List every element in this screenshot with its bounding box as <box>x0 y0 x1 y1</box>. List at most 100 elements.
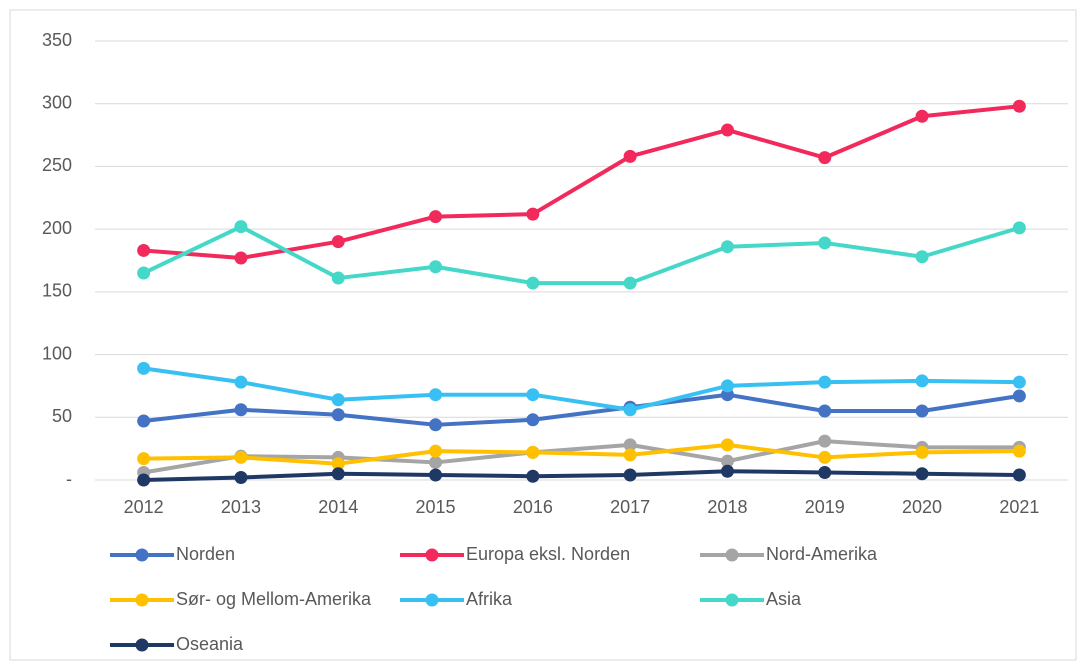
legend-marker <box>725 548 739 562</box>
legend-label: Norden <box>176 544 235 564</box>
legend-label: Sør- og Mellom-Amerika <box>176 589 372 609</box>
point <box>526 276 540 290</box>
chart-frame <box>9 9 1077 661</box>
legend-label: Asia <box>766 589 802 609</box>
y-tick-label: 150 <box>42 281 72 301</box>
point <box>915 250 929 264</box>
x-tick-label: 2014 <box>318 497 358 517</box>
legend-label: Nord-Amerika <box>766 544 878 564</box>
x-tick-label: 2021 <box>999 497 1039 517</box>
y-tick-label: 300 <box>42 92 72 112</box>
legend-marker <box>425 548 439 562</box>
point <box>137 266 151 280</box>
point <box>137 452 151 466</box>
point <box>915 467 929 481</box>
point <box>429 210 443 224</box>
point <box>526 445 540 459</box>
y-tick-label: 200 <box>42 218 72 238</box>
point <box>429 388 443 402</box>
series-line <box>143 442 1020 466</box>
point <box>818 375 832 389</box>
x-tick-label: 2015 <box>416 497 456 517</box>
x-tick-label: 2016 <box>513 497 553 517</box>
point <box>818 151 832 165</box>
point <box>818 450 832 464</box>
point <box>818 465 832 479</box>
point <box>429 455 443 469</box>
point <box>1012 99 1026 113</box>
legend-label: Afrika <box>466 589 513 609</box>
x-tick-label: 2012 <box>124 497 164 517</box>
series-line <box>143 392 1020 427</box>
point <box>526 469 540 483</box>
point <box>331 457 345 471</box>
y-tick-label: - <box>66 469 72 489</box>
point <box>623 403 637 417</box>
legend-marker <box>725 593 739 607</box>
y-tick-label: 350 <box>42 30 72 50</box>
point <box>234 220 248 234</box>
point <box>234 251 248 265</box>
point <box>331 235 345 249</box>
legend-label: Oseania <box>176 634 244 654</box>
point <box>137 361 151 375</box>
legend-marker <box>135 593 149 607</box>
point <box>720 454 734 468</box>
point <box>429 418 443 432</box>
y-tick-label: 250 <box>42 155 72 175</box>
point <box>526 207 540 221</box>
point <box>623 149 637 163</box>
point <box>526 413 540 427</box>
point <box>234 375 248 389</box>
point <box>429 444 443 458</box>
point <box>429 468 443 482</box>
x-tick-label: 2019 <box>805 497 845 517</box>
x-tick-label: 2020 <box>902 497 942 517</box>
series-line <box>143 439 1020 475</box>
point <box>623 438 637 452</box>
point <box>1012 444 1026 458</box>
point <box>331 271 345 285</box>
legend-marker <box>425 593 439 607</box>
legend-marker <box>135 638 149 652</box>
series-line <box>143 366 1020 412</box>
y-tick-label: 100 <box>42 343 72 363</box>
point <box>1012 221 1026 235</box>
point <box>1012 389 1026 403</box>
y-tick-label: 50 <box>52 406 72 426</box>
point <box>915 374 929 388</box>
point <box>818 236 832 250</box>
point <box>331 393 345 407</box>
point <box>720 379 734 393</box>
point <box>234 470 248 484</box>
point <box>1012 375 1026 389</box>
x-tick-label: 2017 <box>610 497 650 517</box>
point <box>915 445 929 459</box>
series-line <box>143 469 1020 482</box>
point <box>915 109 929 123</box>
point <box>623 468 637 482</box>
point <box>720 464 734 478</box>
point <box>915 404 929 418</box>
series-line <box>142 224 1020 286</box>
legend-marker <box>135 548 149 562</box>
point <box>429 260 443 274</box>
point <box>818 434 832 448</box>
series-line <box>143 104 1020 260</box>
point <box>331 408 345 422</box>
x-tick-label: 2013 <box>221 497 261 517</box>
point <box>331 467 345 481</box>
point <box>623 276 637 290</box>
point <box>623 448 637 462</box>
point <box>137 243 151 257</box>
point <box>137 414 151 428</box>
point <box>818 404 832 418</box>
point <box>1012 468 1026 482</box>
point <box>137 473 151 487</box>
point <box>234 450 248 464</box>
point <box>234 403 248 417</box>
point <box>720 438 734 452</box>
legend-label: Europa eksl. Norden <box>466 544 630 564</box>
